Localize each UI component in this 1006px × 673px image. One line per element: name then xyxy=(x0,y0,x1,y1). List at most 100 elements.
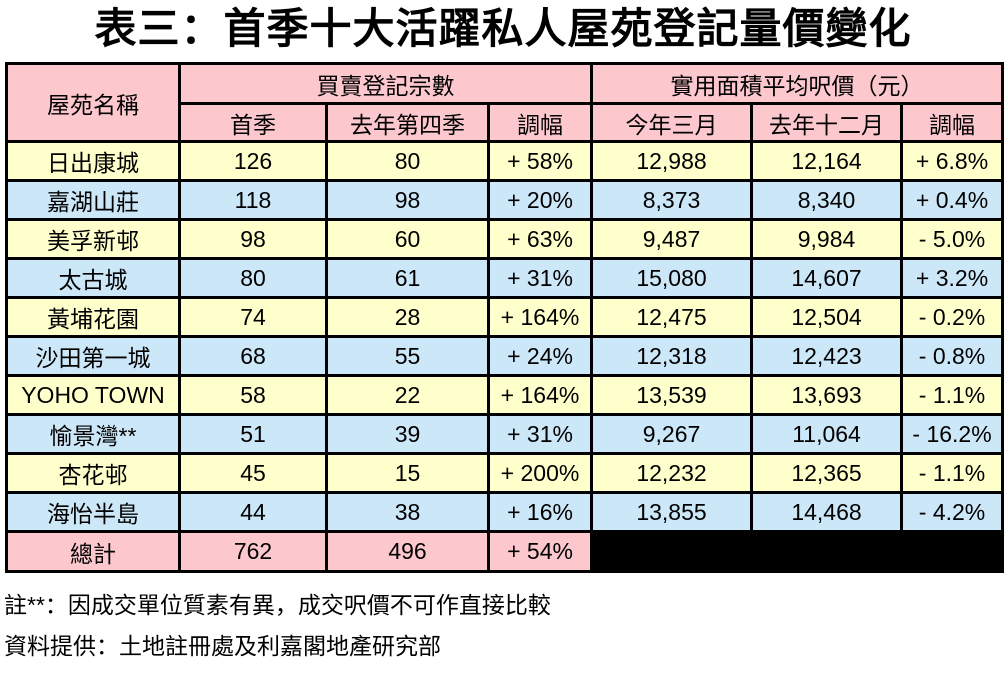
cell-march-price: 9,487 xyxy=(590,218,754,261)
cell-december-price: 12,504 xyxy=(750,296,904,339)
cell-q1-registrations: 58 xyxy=(178,374,328,417)
footnotes: 註**：因成交單位質素有異，成交呎價不可作直接比較 資料提供：土地註冊處及利嘉閣… xyxy=(4,585,1006,666)
cell-price-change: - 1.1% xyxy=(900,374,1005,417)
cell-december-price: 11,064 xyxy=(750,413,904,456)
cell-estate-name: 沙田第一城 xyxy=(5,335,181,378)
cell-last-q4-registrations: 15 xyxy=(325,452,490,495)
footnote-comparison: 註**：因成交單位質素有異，成交呎價不可作直接比較 xyxy=(4,592,551,619)
cell-price-change: - 1.1% xyxy=(900,452,1005,495)
cell-estate-name: 美孚新邨 xyxy=(5,218,181,261)
cell-march-price: 12,475 xyxy=(590,296,754,339)
total-last-q4: 496 xyxy=(325,530,490,574)
header-march-this-year: 今年三月 xyxy=(590,102,754,144)
cell-december-price: 14,468 xyxy=(750,491,904,534)
cell-volume-change: + 63% xyxy=(486,218,594,261)
table-row: 太古城 80 61 + 31% 15,080 14,607 + 3.2% xyxy=(5,257,1005,300)
cell-last-q4-registrations: 39 xyxy=(325,413,490,456)
cell-last-q4-registrations: 98 xyxy=(325,179,490,222)
header-price-change: 調幅 xyxy=(900,102,1005,144)
header-december-last-year: 去年十二月 xyxy=(750,102,904,144)
table-row: 海怡半島 44 38 + 16% 13,855 14,468- 4.2% xyxy=(5,491,1005,534)
blacked-out-cell xyxy=(590,530,1005,574)
cell-price-change: - 0.8% xyxy=(900,335,1005,378)
cell-volume-change: + 164% xyxy=(486,296,594,339)
cell-estate-name: 黃埔花園 xyxy=(5,296,181,339)
cell-march-price: 15,080 xyxy=(590,257,754,300)
cell-estate-name: 愉景灣** xyxy=(5,413,181,456)
cell-march-price: 13,539 xyxy=(590,374,754,417)
cell-march-price: 13,855 xyxy=(590,491,754,534)
cell-price-change: + 3.2% xyxy=(900,257,1005,300)
header-estate-name: 屋苑名稱 xyxy=(5,62,181,144)
cell-volume-change: + 31% xyxy=(486,413,594,456)
cell-price-change: + 6.8% xyxy=(900,140,1005,183)
table-row: 嘉湖山莊 118 98 + 20% 8,373 8,340 + 0.4% xyxy=(5,179,1005,222)
cell-last-q4-registrations: 28 xyxy=(325,296,490,339)
cell-volume-change: + 164% xyxy=(486,374,594,417)
table-row: 杏花邨 45 15 + 200% 12,232 12,365- 1.1% xyxy=(5,452,1005,495)
cell-volume-change: + 200% xyxy=(486,452,594,495)
cell-q1-registrations: 118 xyxy=(178,179,328,222)
cell-estate-name: YOHO TOWN xyxy=(5,374,181,417)
cell-volume-change: + 31% xyxy=(486,257,594,300)
cell-q1-registrations: 44 xyxy=(178,491,328,534)
cell-q1-registrations: 51 xyxy=(178,413,328,456)
cell-last-q4-registrations: 55 xyxy=(325,335,490,378)
footnote-source: 資料提供：土地註冊處及利嘉閣地產研究部 xyxy=(4,632,441,659)
table-row: 日出康城 126 80 + 58% 12,988 12,164 + 6.8% xyxy=(5,140,1005,183)
header-volume-change: 調幅 xyxy=(486,102,594,144)
cell-december-price: 9,984 xyxy=(750,218,904,261)
header-group-registrations: 買賣登記宗數 xyxy=(177,62,594,106)
cell-volume-change: + 20% xyxy=(486,179,594,222)
total-volume-change: + 54% xyxy=(486,530,594,574)
table-row: 沙田第一城 68 55 + 24% 12,318 12,423- 0.8% xyxy=(5,335,1005,378)
table-body: 日出康城 126 80 + 58% 12,988 12,164 + 6.8% 嘉湖山莊 118 9… xyxy=(5,140,1005,534)
cell-price-change: - 16.2% xyxy=(900,413,1005,456)
cell-last-q4-registrations: 60 xyxy=(325,218,490,261)
cell-q1-registrations: 68 xyxy=(178,335,328,378)
cell-volume-change: + 16% xyxy=(486,491,594,534)
cell-q1-registrations: 45 xyxy=(178,452,328,495)
cell-price-change: - 4.2% xyxy=(900,491,1005,534)
cell-estate-name: 日出康城 xyxy=(5,140,181,183)
total-label: 總計 xyxy=(5,530,181,574)
estate-registration-table: 屋苑名稱 買賣登記宗數 實用面積平均呎價（元） 首季 去年第四季 調幅 今年三月… xyxy=(5,62,1005,574)
cell-last-q4-registrations: 38 xyxy=(325,491,490,534)
cell-march-price: 12,232 xyxy=(590,452,754,495)
cell-price-change: - 5.0% xyxy=(900,218,1005,261)
cell-december-price: 8,340 xyxy=(750,179,904,222)
table-row: 黃埔花園 74 28 + 164% 12,475 12,504- 0.2% xyxy=(5,296,1005,339)
header-last-q4: 去年第四季 xyxy=(325,102,490,144)
table-row: 愉景灣** 51 39 + 31% 9,267 11,064- 16.2% xyxy=(5,413,1005,456)
cell-march-price: 12,988 xyxy=(590,140,754,183)
cell-q1-registrations: 126 xyxy=(178,140,328,183)
table-row: 美孚新邨 98 60 + 63% 9,487 9,984- 5.0% xyxy=(5,218,1005,261)
cell-price-change: + 0.4% xyxy=(900,179,1005,222)
total-row: 總計 762 496 + 54% xyxy=(5,530,1005,574)
cell-december-price: 14,607 xyxy=(750,257,904,300)
table-row: YOHO TOWN 58 22 + 164% 13,539 13,693- 1.1% xyxy=(5,374,1005,417)
cell-q1-registrations: 80 xyxy=(178,257,328,300)
cell-estate-name: 嘉湖山莊 xyxy=(5,179,181,222)
cell-march-price: 8,373 xyxy=(590,179,754,222)
cell-estate-name: 杏花邨 xyxy=(5,452,181,495)
cell-december-price: 12,423 xyxy=(750,335,904,378)
cell-december-price: 12,164 xyxy=(750,140,904,183)
cell-q1-registrations: 74 xyxy=(178,296,328,339)
cell-volume-change: + 58% xyxy=(486,140,594,183)
cell-march-price: 12,318 xyxy=(590,335,754,378)
cell-estate-name: 海怡半島 xyxy=(5,491,181,534)
header-group-avg-price: 實用面積平均呎價（元） xyxy=(590,62,1005,106)
cell-last-q4-registrations: 22 xyxy=(325,374,490,417)
cell-estate-name: 太古城 xyxy=(5,257,181,300)
page-title: 表三：首季十大活躍私人屋苑登記量價變化 xyxy=(94,5,912,52)
cell-last-q4-registrations: 61 xyxy=(325,257,490,300)
header-sub-row: 首季 去年第四季 調幅 今年三月 去年十二月 調幅 xyxy=(7,102,1005,144)
header-group-row: 屋苑名稱 買賣登記宗數 實用面積平均呎價（元） xyxy=(5,62,1005,144)
cell-december-price: 12,365 xyxy=(750,452,904,495)
cell-last-q4-registrations: 80 xyxy=(325,140,490,183)
cell-q1-registrations: 98 xyxy=(178,218,328,261)
cell-price-change: - 0.2% xyxy=(900,296,1005,339)
header-q1: 首季 xyxy=(178,102,328,144)
cell-march-price: 9,267 xyxy=(590,413,754,456)
